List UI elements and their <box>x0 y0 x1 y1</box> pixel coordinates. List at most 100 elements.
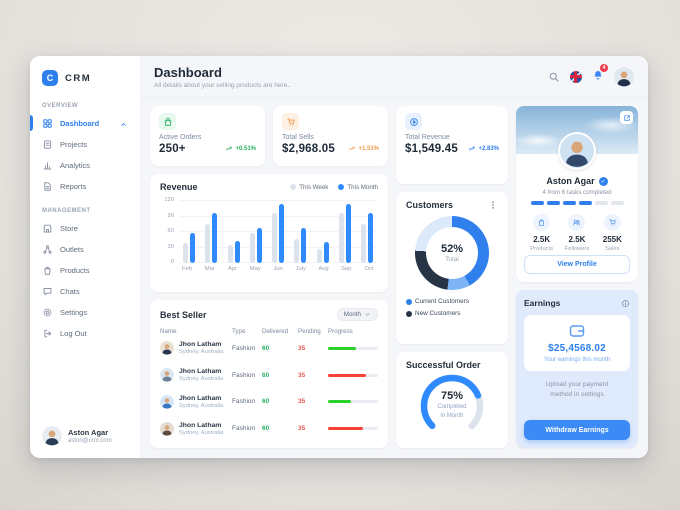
donut-label: Total <box>445 256 459 263</box>
bar-this-week-jun <box>272 213 277 263</box>
table-row[interactable]: Jhon Latham Sydney, Australia Fashion 60… <box>160 415 378 442</box>
kebab-menu-icon[interactable] <box>488 200 498 210</box>
stat-label: Total Sells <box>282 134 314 141</box>
seller-name: Jhon Latham <box>179 368 222 376</box>
page-title: Dashboard <box>154 64 222 80</box>
column-header: Type <box>232 328 246 335</box>
x-axis-label: Oct <box>364 266 374 272</box>
withdraw-earnings-button[interactable]: Withdraw Earnings <box>524 420 630 440</box>
bar-this-week-apr <box>227 245 233 263</box>
task-progress-segment <box>546 201 560 205</box>
language-flag-icon[interactable] <box>570 70 582 83</box>
external-link-icon[interactable] <box>620 111 633 124</box>
view-profile-button[interactable]: View Profile <box>524 255 630 274</box>
task-progress-segment <box>530 201 544 205</box>
customers-title: Customers <box>406 200 454 210</box>
sidebar-item-analytics[interactable]: Analytics <box>42 155 128 176</box>
legend-this-month[interactable]: This Month <box>338 184 378 191</box>
bar-this-week-may <box>249 233 255 263</box>
sidebar-user-email: aston@crm.com <box>68 438 112 444</box>
y-axis-tick: 30 <box>167 243 174 250</box>
trend-up-icon <box>225 145 233 153</box>
bar-group-may <box>249 228 262 263</box>
sidebar-user-card[interactable]: Aston Agar aston@crm.com <box>42 426 128 446</box>
bar-group-apr <box>227 241 240 263</box>
legend-dot <box>406 310 412 317</box>
stat-card-total-revenue: Total Revenue $1,549.45 +2.83% <box>396 106 508 184</box>
sidebar-item-store[interactable]: Store <box>42 218 128 239</box>
x-axis-label: Sep <box>341 266 352 272</box>
month-filter-dropdown[interactable]: Month <box>336 308 378 321</box>
bar-group-jun <box>272 204 284 263</box>
bar-group-oct <box>361 213 373 263</box>
table-row[interactable]: Jhon Latham Sydney, Australia Fashion 60… <box>160 335 378 362</box>
donut-center: 52% Total <box>415 216 489 290</box>
sidebar-item-label: Products <box>60 266 90 275</box>
cart-icon <box>282 113 299 130</box>
dashboard-icon <box>42 118 53 129</box>
stat-value: 250+ <box>159 143 186 155</box>
sidebar-item-dashboard[interactable]: Dashboard <box>30 113 128 134</box>
y-axis-tick: 90 <box>167 212 174 219</box>
chevron-up-icon <box>119 119 128 128</box>
table-row[interactable]: Jhon Latham Sydney, Australia Fashion 60… <box>160 389 378 416</box>
page-heading: Dashboard All details about your selling… <box>154 65 291 89</box>
seller-delivered: 60 <box>262 425 270 433</box>
revenue-title: Revenue <box>160 182 198 192</box>
legend-this-week[interactable]: This Week <box>290 184 328 191</box>
bar-this-week-sep <box>338 213 344 263</box>
gauge-percent: 75% <box>440 390 463 403</box>
bar-group-sep <box>338 204 351 263</box>
info-icon[interactable] <box>621 299 630 308</box>
crm-logo-icon: C <box>42 70 58 86</box>
bar-group-july <box>294 228 307 263</box>
nav-section-label: MANAGEMENT <box>42 208 91 214</box>
sidebar-item-settings[interactable]: Settings <box>42 302 128 323</box>
column-header: Pending <box>298 328 321 335</box>
seller-cell: Jhon Latham Sydney, Australia <box>160 341 232 356</box>
gauge-center: 75% Completed in Month <box>437 390 466 419</box>
notifications-bell-icon[interactable]: 4 <box>592 63 608 86</box>
sidebar-item-projects[interactable]: Projects <box>42 134 128 155</box>
x-axis-label: May <box>249 266 261 272</box>
earnings-summary: $25,4568.02 Your earnings this month <box>524 315 630 371</box>
x-axis-label: July <box>295 266 306 272</box>
best-seller-table-body: Jhon Latham Sydney, Australia Fashion 60… <box>160 335 378 442</box>
customers-legend-new-customers: New Customers <box>406 310 498 317</box>
sidebar-item-label: Reports <box>60 182 87 191</box>
sidebar-item-label: Projects <box>60 140 88 149</box>
seller-type: Fashion <box>232 398 256 406</box>
app-logo: C CRM <box>42 70 128 86</box>
search-icon[interactable] <box>548 71 560 83</box>
bar-this-month-jun <box>279 204 284 263</box>
legend-dot <box>406 298 412 305</box>
bar-this-month-apr <box>234 241 240 263</box>
topbar-user-avatar[interactable] <box>614 66 634 87</box>
bar-this-month-may <box>256 228 262 263</box>
seller-type: Fashion <box>232 344 256 352</box>
wallet-icon <box>567 323 587 339</box>
seller-progress-bar <box>328 346 378 350</box>
profile-stat-sales: 255K Sales <box>595 213 630 252</box>
store-icon <box>42 223 53 234</box>
sidebar-item-log-out[interactable]: Log Out <box>42 323 128 344</box>
seller-avatar <box>160 421 174 436</box>
stat-delta: +0.51% <box>225 145 256 153</box>
sidebar-item-products[interactable]: Products <box>42 260 128 281</box>
sidebar-item-chats[interactable]: Chats <box>42 281 128 302</box>
month-filter-value: Month <box>343 311 361 318</box>
sidebar-item-label: Dashboard <box>60 119 100 128</box>
sidebar-item-outlets[interactable]: Outlets <box>42 239 128 260</box>
task-progress-segment <box>562 201 576 205</box>
task-progress-segment <box>594 201 608 205</box>
sidebar-item-reports[interactable]: Reports <box>42 176 128 197</box>
stat-value: $1,549.45 <box>405 143 458 155</box>
sidebar-item-label: Outlets <box>60 245 84 254</box>
gridline: 60 <box>168 228 376 234</box>
table-row[interactable]: Jhon Latham Sydney, Australia Fashion 60… <box>160 362 378 389</box>
earnings-title: Earnings <box>524 298 561 308</box>
earnings-note: Upload your payment method in settings <box>545 381 609 398</box>
dashboard-grid: Active Orders 250+ +0.51% Total Sells $2… <box>140 98 648 458</box>
x-axis-label: Apr <box>227 266 238 272</box>
settings-icon <box>42 307 53 318</box>
